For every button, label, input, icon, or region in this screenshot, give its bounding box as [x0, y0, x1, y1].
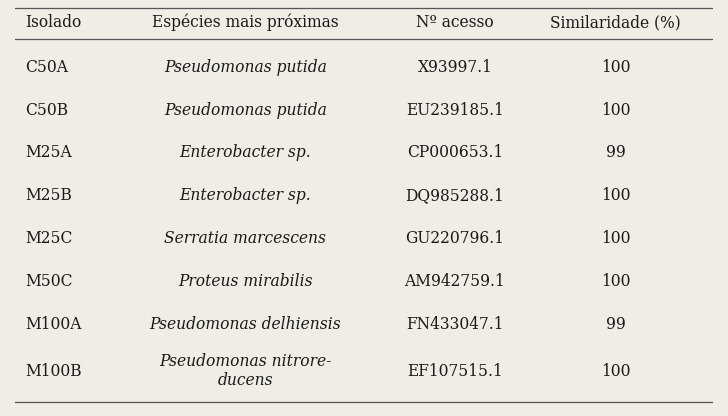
Text: 100: 100	[601, 59, 630, 76]
Text: Serratia marcescens: Serratia marcescens	[165, 230, 326, 247]
Text: Pseudomonas putida: Pseudomonas putida	[164, 59, 327, 76]
Text: M50C: M50C	[25, 273, 73, 290]
Text: 99: 99	[606, 144, 625, 161]
Text: C50B: C50B	[25, 102, 68, 119]
Text: M100B: M100B	[25, 363, 82, 379]
Text: Pseudomonas nitrore-: Pseudomonas nitrore-	[159, 354, 331, 370]
Text: X93997.1: X93997.1	[417, 59, 492, 76]
Text: 100: 100	[601, 273, 630, 290]
Text: EF107515.1: EF107515.1	[407, 363, 503, 379]
Text: Isolado: Isolado	[25, 14, 82, 31]
Text: AM942759.1: AM942759.1	[405, 273, 505, 290]
Text: DQ985288.1: DQ985288.1	[405, 187, 505, 204]
Text: Pseudomonas delhiensis: Pseudomonas delhiensis	[149, 316, 341, 333]
Text: CP000653.1: CP000653.1	[407, 144, 503, 161]
Text: GU220796.1: GU220796.1	[405, 230, 505, 247]
Text: M25A: M25A	[25, 144, 72, 161]
Text: 100: 100	[601, 102, 630, 119]
Text: M25C: M25C	[25, 230, 72, 247]
Text: Enterobacter sp.: Enterobacter sp.	[179, 187, 311, 204]
Text: Nº acesso: Nº acesso	[416, 14, 494, 31]
Text: Enterobacter sp.: Enterobacter sp.	[179, 144, 311, 161]
Text: M100A: M100A	[25, 316, 82, 333]
Text: M25B: M25B	[25, 187, 72, 204]
Text: EU239185.1: EU239185.1	[406, 102, 504, 119]
Text: Proteus mirabilis: Proteus mirabilis	[178, 273, 312, 290]
Text: 100: 100	[601, 230, 630, 247]
Text: 100: 100	[601, 363, 630, 379]
Text: Similaridade (%): Similaridade (%)	[550, 14, 681, 31]
Text: 99: 99	[606, 316, 625, 333]
Text: C50A: C50A	[25, 59, 68, 76]
Text: ducens: ducens	[218, 372, 273, 389]
Text: FN433047.1: FN433047.1	[406, 316, 504, 333]
Text: Pseudomonas putida: Pseudomonas putida	[164, 102, 327, 119]
Text: 100: 100	[601, 187, 630, 204]
Text: Espécies mais próximas: Espécies mais próximas	[152, 14, 339, 31]
